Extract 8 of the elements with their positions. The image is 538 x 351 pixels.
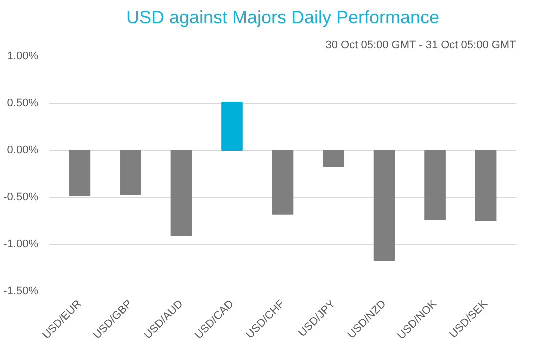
y-tick-label: -1.50% bbox=[4, 286, 39, 298]
y-tick-label: -0.50% bbox=[4, 192, 39, 204]
y-tick-label: 0.50% bbox=[7, 98, 39, 110]
chart-title: USD against Majors Daily Performance bbox=[126, 8, 440, 28]
y-tick-label: 1.00% bbox=[7, 50, 39, 62]
y-tick-label: 0.00% bbox=[7, 144, 39, 156]
y-tick-label: -1.00% bbox=[4, 238, 39, 250]
chart-subtitle: 30 Oct 05:00 GMT - 31 Oct 05:00 GMT bbox=[326, 40, 517, 52]
